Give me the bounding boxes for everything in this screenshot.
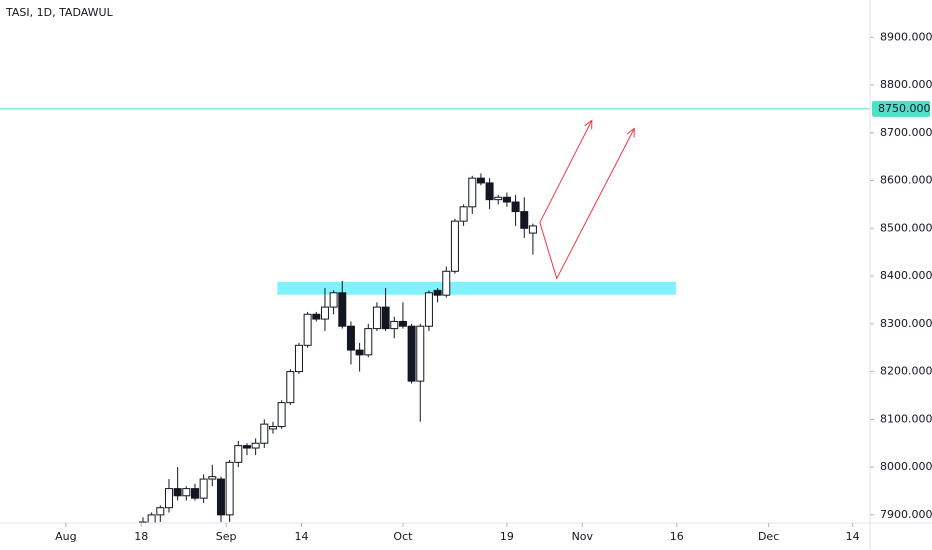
candle-body	[182, 488, 191, 497]
x-tick-label: Sep	[216, 530, 237, 543]
candle-body	[407, 325, 416, 382]
plot-area	[0, 108, 870, 523]
y-tick-label: 8200.000	[880, 365, 932, 378]
x-tick-label: Nov	[572, 530, 594, 543]
y-tick-label: 8500.000	[880, 221, 932, 234]
candle-body	[476, 177, 485, 184]
candle-body	[208, 476, 217, 480]
candle-body	[485, 182, 494, 201]
candle-body	[424, 292, 433, 327]
candle-body	[320, 306, 329, 320]
candle-body	[433, 289, 442, 296]
candle-body	[346, 325, 355, 351]
candle-body	[242, 445, 251, 449]
y-tick-label: 8900.000	[880, 30, 932, 43]
y-tick-label: 8400.000	[880, 269, 932, 282]
candle-body	[355, 349, 364, 356]
candle-body	[528, 225, 537, 234]
x-tick-label: Aug	[55, 530, 76, 543]
candle-body	[199, 478, 208, 499]
candle-body	[268, 426, 277, 430]
candle-body	[398, 320, 407, 327]
x-tick-label: 14	[295, 530, 309, 543]
candle-body	[225, 461, 234, 516]
candle-body	[216, 478, 225, 516]
candle-body	[502, 196, 511, 203]
candle-body	[260, 423, 269, 444]
candle-body	[468, 177, 477, 208]
candle-body	[234, 445, 243, 463]
chart-title: TASI, 1D, TADAWUL	[5, 6, 114, 19]
candle-body	[251, 442, 260, 449]
candle-body	[511, 201, 520, 213]
price-badge-label: 8750.000	[878, 102, 931, 115]
candle-body	[390, 320, 399, 330]
candle-body	[173, 488, 182, 497]
arrow-head	[626, 127, 635, 138]
price-badge	[872, 100, 930, 117]
arrow-head	[584, 119, 593, 130]
candle-body	[450, 220, 459, 272]
y-tick-label: 8300.000	[880, 317, 932, 330]
y-tick-label: 8000.000	[880, 460, 932, 473]
candle-body	[190, 488, 199, 499]
candle-body	[364, 328, 373, 356]
candle-body	[164, 488, 173, 509]
arrow	[539, 120, 593, 223]
y-tick-label: 8700.000	[880, 126, 932, 139]
y-tick-label: 8800.000	[880, 78, 932, 91]
x-tick-label: 19	[500, 530, 514, 543]
candle-body	[494, 196, 503, 201]
candle-body	[381, 306, 390, 330]
candle-body	[303, 313, 312, 346]
candle-body	[459, 206, 468, 222]
candle-body	[442, 270, 451, 296]
candle-body	[372, 306, 381, 330]
y-tick-label: 8600.000	[880, 174, 932, 187]
x-tick-label: 14	[846, 530, 860, 543]
arrow	[539, 128, 635, 280]
y-tick-label: 8100.000	[880, 412, 932, 425]
x-tick-label: Dec	[758, 530, 779, 543]
x-tick-label: 18	[134, 530, 148, 543]
candle-body	[329, 292, 338, 308]
candle-body	[156, 507, 165, 516]
x-tick-label: Oct	[393, 530, 413, 543]
candle-body	[294, 344, 303, 373]
candle-body	[286, 371, 295, 404]
candle-body	[338, 292, 347, 327]
candle-body	[416, 325, 425, 382]
x-tick-label: 16	[670, 530, 684, 543]
candle-body	[277, 402, 286, 428]
y-tick-label: 7900.000	[880, 508, 932, 521]
candle-body	[312, 313, 321, 320]
support-zone	[277, 281, 676, 295]
candle-body	[147, 514, 156, 523]
candle-body	[520, 211, 529, 229]
